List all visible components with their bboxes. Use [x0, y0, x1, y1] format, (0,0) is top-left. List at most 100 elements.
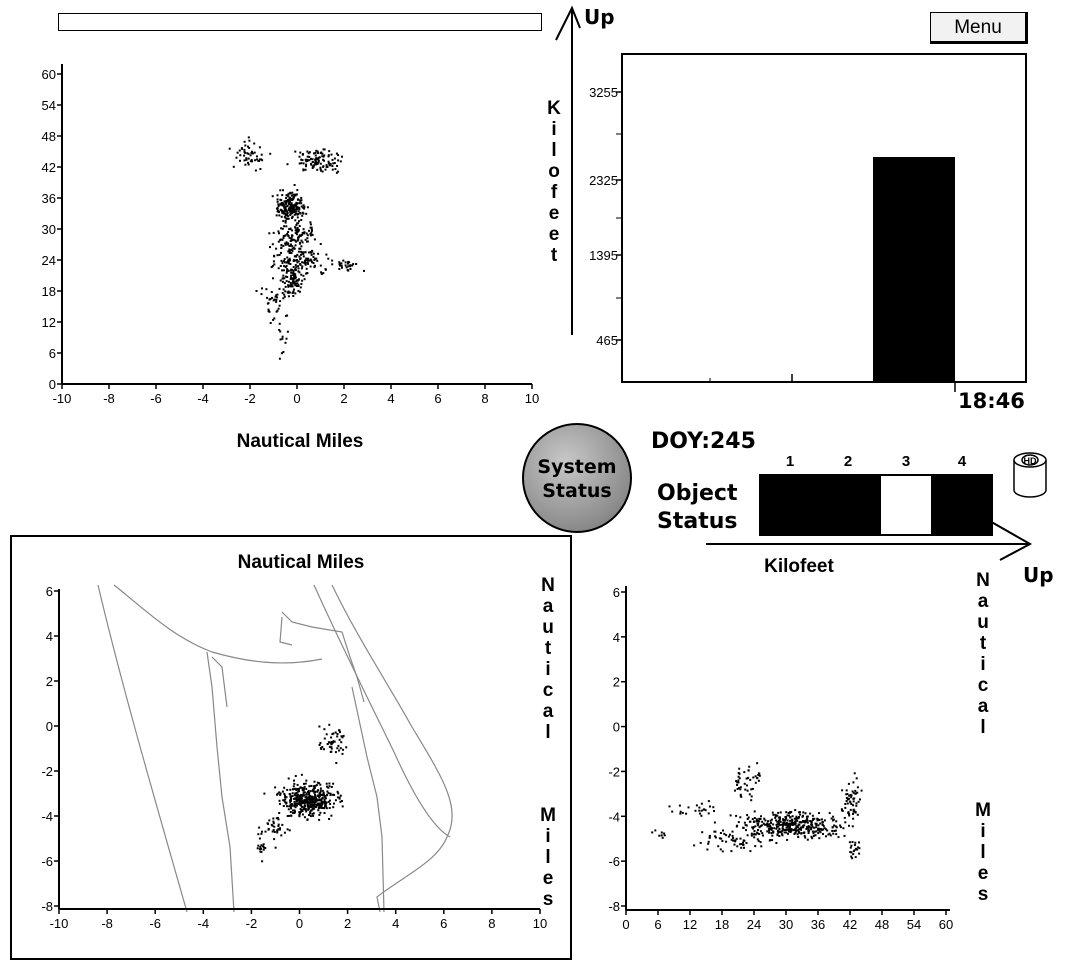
tl-data-point [296, 189, 299, 192]
tl-x-tick-label: 10 [525, 391, 539, 406]
br-data-point [734, 840, 737, 843]
bl-data-point [278, 802, 281, 805]
br-data-point [738, 767, 741, 770]
br-data-point [781, 834, 784, 837]
tl-data-point [292, 282, 295, 285]
br-data-point [852, 810, 855, 813]
br-data-point [742, 841, 744, 844]
tl-data-point [270, 291, 273, 293]
br-data-point [678, 804, 681, 807]
tl-data-point [316, 150, 319, 153]
br-data-point [786, 838, 789, 841]
bl-data-point [316, 799, 319, 802]
tl-data-point [314, 161, 317, 164]
bl-data-point [328, 782, 331, 785]
tl-data-point [322, 272, 325, 275]
tl-data-point [313, 265, 316, 268]
tl-data-point [309, 234, 312, 237]
vertical-letter: s [977, 884, 989, 905]
bl-data-point [263, 792, 266, 795]
tl-data-point [289, 227, 292, 230]
tl-data-point [307, 152, 310, 155]
vertical-letter: l [545, 722, 551, 743]
tl-data-point [291, 239, 294, 242]
hd-disk-icon[interactable]: HD [1013, 452, 1047, 498]
tl-data-point [260, 153, 263, 156]
tl-data-point [294, 232, 297, 235]
tl-data-point [289, 263, 292, 265]
br-data-point [778, 835, 781, 837]
tl-data-point [288, 236, 291, 239]
bl-data-point [318, 798, 321, 801]
br-data-point [746, 789, 749, 792]
bl-data-point [328, 818, 331, 820]
tl-data-point [316, 157, 319, 160]
tl-data-point [335, 152, 338, 155]
tl-data-point [310, 229, 313, 232]
br-data-point [841, 809, 843, 812]
tl-data-point [281, 201, 284, 204]
bl-data-point [303, 794, 306, 797]
br-data-point [773, 827, 776, 830]
br-data-point [713, 830, 716, 833]
bl-data-point [279, 827, 281, 830]
br-data-point [763, 817, 766, 820]
tl-x-tick-label: 6 [434, 391, 441, 406]
br-data-point [852, 800, 855, 803]
bl-data-point [293, 809, 296, 812]
tl-data-point [287, 284, 290, 287]
vertical-letter: e [548, 224, 560, 245]
br-data-point [811, 825, 814, 828]
menu-button[interactable]: Menu [930, 12, 1028, 44]
bl-data-point [338, 797, 341, 800]
hist-tick-label: 465 [596, 333, 618, 348]
bl-data-point [327, 792, 330, 795]
tl-y-tick-label: 6 [49, 346, 56, 361]
bl-data-point [307, 806, 310, 809]
tl-data-point [331, 158, 334, 161]
tl-data-point [297, 210, 300, 213]
br-data-point [812, 834, 815, 837]
tl-data-point [294, 255, 297, 258]
vertical-letter: l [551, 140, 557, 161]
tl-data-point [298, 155, 301, 158]
tl-data-point [293, 213, 296, 216]
br-data-point [714, 836, 717, 839]
bl-data-point [314, 790, 317, 793]
tl-data-point [344, 261, 347, 264]
tl-data-point [285, 280, 288, 283]
doy-label: DOY:245 [651, 429, 756, 454]
tl-data-point [276, 296, 279, 299]
bl-data-point [263, 846, 265, 849]
tl-data-point [283, 282, 286, 285]
bl-x-tick-label: 6 [440, 916, 447, 931]
br-data-point [852, 791, 855, 794]
tl-data-point [339, 160, 342, 163]
br-data-point [799, 813, 802, 816]
tl-data-point [247, 161, 249, 164]
tl-data-point [248, 139, 251, 142]
br-data-point [701, 831, 704, 834]
tl-data-point [327, 257, 330, 260]
tl-data-point [355, 263, 358, 265]
bl-x-tick-label: -8 [101, 916, 113, 931]
br-data-point [856, 786, 859, 789]
bl-data-point [323, 807, 326, 810]
br-data-point [803, 824, 806, 827]
tl-data-point [338, 268, 341, 270]
system-status-button[interactable]: System Status [522, 423, 632, 533]
bl-data-point [258, 837, 261, 840]
br-data-point [854, 792, 857, 795]
br-data-point [848, 794, 851, 797]
tl-data-point [306, 206, 309, 209]
bl-data-point [292, 785, 295, 788]
tl-data-point [317, 152, 319, 155]
tl-data-point [296, 227, 299, 229]
tl-data-point [300, 199, 303, 202]
tl-data-point [319, 162, 322, 165]
br-data-point [803, 834, 806, 837]
br-data-point [810, 826, 813, 829]
br-data-point [714, 835, 717, 838]
tl-data-point [284, 203, 287, 205]
tl-data-point [245, 158, 248, 161]
